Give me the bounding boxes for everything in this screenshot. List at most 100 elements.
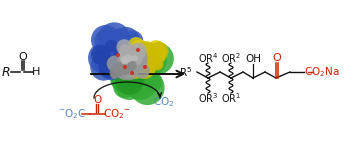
- Circle shape: [126, 52, 134, 60]
- Circle shape: [130, 70, 164, 105]
- Circle shape: [98, 22, 131, 55]
- Text: O: O: [19, 52, 27, 62]
- Text: H: H: [32, 67, 40, 77]
- Circle shape: [135, 60, 154, 79]
- Circle shape: [110, 68, 133, 91]
- Circle shape: [119, 55, 132, 68]
- Text: OR$^1$: OR$^1$: [221, 91, 241, 105]
- Circle shape: [116, 39, 132, 55]
- Circle shape: [105, 40, 118, 52]
- Text: $^{-}$O$_2$C: $^{-}$O$_2$C: [58, 107, 86, 121]
- Circle shape: [131, 52, 141, 63]
- Circle shape: [113, 48, 129, 63]
- Circle shape: [145, 43, 167, 64]
- Text: OR$^3$: OR$^3$: [198, 91, 218, 105]
- Circle shape: [127, 59, 140, 73]
- Circle shape: [132, 55, 148, 71]
- Circle shape: [104, 48, 132, 75]
- Circle shape: [150, 42, 169, 61]
- Circle shape: [145, 54, 163, 71]
- Circle shape: [110, 55, 130, 75]
- Circle shape: [124, 53, 139, 68]
- Text: R$^5$: R$^5$: [179, 65, 192, 79]
- Circle shape: [119, 44, 130, 55]
- Circle shape: [99, 39, 126, 66]
- Circle shape: [110, 57, 130, 77]
- Circle shape: [136, 41, 156, 61]
- Circle shape: [107, 51, 133, 77]
- Circle shape: [124, 61, 134, 72]
- Circle shape: [120, 66, 129, 75]
- Circle shape: [97, 37, 128, 68]
- Circle shape: [124, 49, 133, 57]
- Text: CO$_2$: CO$_2$: [153, 95, 175, 109]
- Circle shape: [142, 63, 156, 76]
- Circle shape: [115, 66, 144, 95]
- Circle shape: [91, 45, 111, 65]
- Circle shape: [99, 43, 120, 63]
- Circle shape: [132, 55, 138, 61]
- Circle shape: [121, 66, 149, 93]
- Circle shape: [127, 50, 143, 66]
- Circle shape: [129, 48, 143, 62]
- Circle shape: [130, 71, 134, 75]
- Circle shape: [118, 48, 132, 61]
- Circle shape: [152, 58, 162, 69]
- Circle shape: [134, 43, 167, 76]
- Circle shape: [134, 75, 152, 92]
- Circle shape: [129, 41, 148, 61]
- Circle shape: [124, 55, 132, 63]
- Circle shape: [113, 76, 135, 98]
- Circle shape: [111, 46, 130, 65]
- Circle shape: [128, 40, 151, 63]
- Circle shape: [120, 45, 139, 63]
- Circle shape: [128, 45, 142, 59]
- Circle shape: [117, 62, 145, 90]
- Circle shape: [111, 72, 118, 79]
- Circle shape: [90, 54, 117, 81]
- Circle shape: [126, 54, 146, 74]
- Circle shape: [92, 50, 115, 73]
- Circle shape: [134, 51, 151, 69]
- Circle shape: [113, 54, 128, 69]
- Text: CO$_2$Na: CO$_2$Na: [304, 65, 340, 79]
- Circle shape: [121, 66, 130, 75]
- Circle shape: [120, 56, 128, 64]
- Circle shape: [126, 34, 141, 50]
- Circle shape: [113, 50, 125, 62]
- Text: O: O: [93, 95, 101, 105]
- Circle shape: [123, 65, 127, 69]
- Circle shape: [127, 51, 146, 69]
- Circle shape: [112, 51, 132, 70]
- Text: OR$^2$: OR$^2$: [221, 51, 241, 65]
- Circle shape: [132, 66, 158, 92]
- Circle shape: [98, 54, 124, 80]
- Circle shape: [119, 47, 134, 62]
- Circle shape: [120, 54, 142, 77]
- Circle shape: [111, 27, 140, 56]
- Circle shape: [116, 62, 123, 69]
- Circle shape: [146, 40, 166, 60]
- Circle shape: [117, 53, 136, 73]
- Circle shape: [88, 42, 120, 74]
- Circle shape: [136, 48, 140, 52]
- Circle shape: [118, 65, 141, 88]
- Circle shape: [126, 51, 148, 74]
- Circle shape: [113, 43, 127, 57]
- Circle shape: [133, 74, 152, 93]
- Circle shape: [122, 72, 148, 97]
- Circle shape: [95, 41, 124, 70]
- Circle shape: [143, 72, 163, 92]
- Circle shape: [114, 62, 141, 88]
- Circle shape: [121, 63, 139, 80]
- Circle shape: [107, 56, 123, 72]
- Circle shape: [122, 57, 129, 64]
- Circle shape: [121, 56, 127, 61]
- Circle shape: [130, 49, 148, 67]
- Circle shape: [134, 62, 150, 79]
- Circle shape: [141, 51, 155, 66]
- Circle shape: [142, 43, 174, 74]
- Text: $\mathit{R}$: $\mathit{R}$: [1, 66, 11, 78]
- Circle shape: [111, 66, 137, 92]
- Text: OH: OH: [245, 54, 261, 64]
